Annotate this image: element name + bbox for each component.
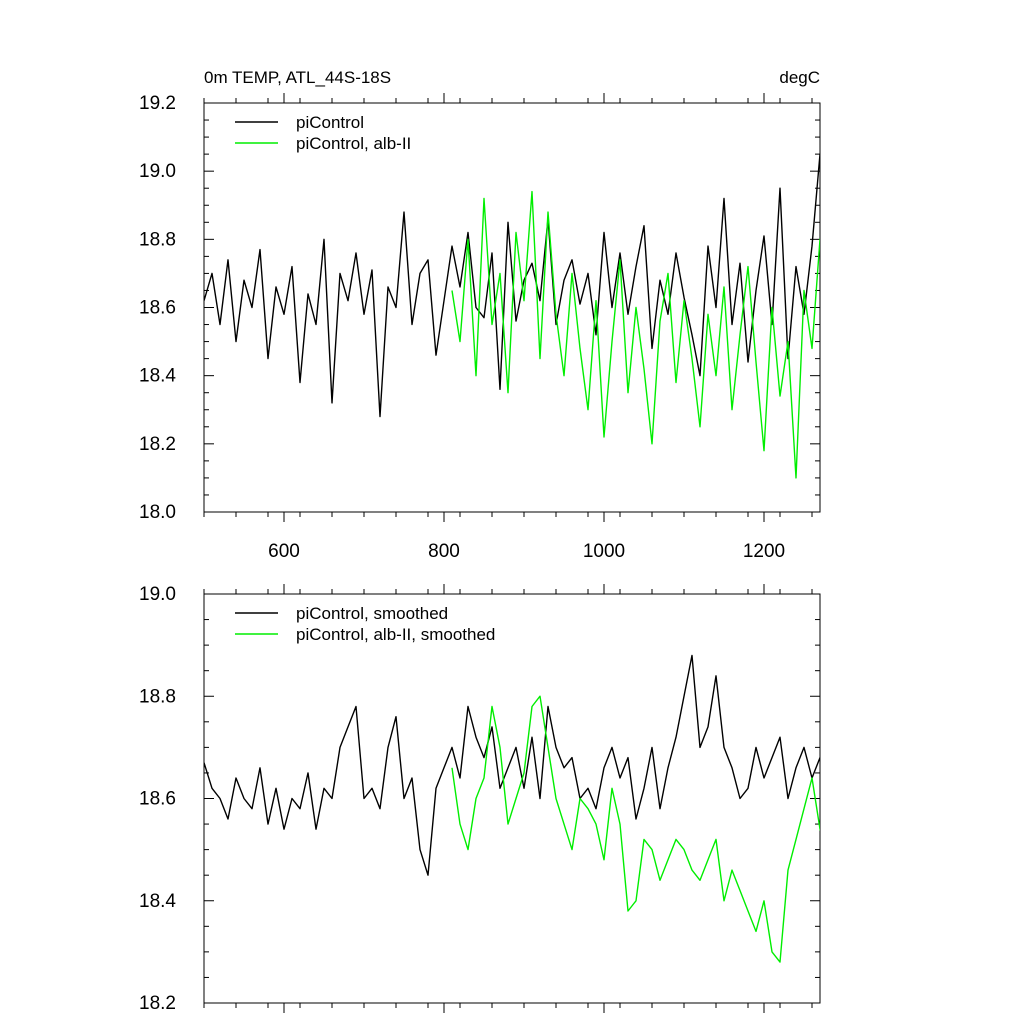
y-tick-label: 19.0 [139, 584, 176, 605]
y-tick-label: 18.8 [139, 686, 176, 707]
chart-title: 0m TEMP, ATL_44S-18S [204, 68, 391, 87]
x-tick-label: 1200 [743, 541, 785, 562]
series-line-0 [204, 654, 820, 876]
legend-label-1: piControl, alb-II [296, 134, 411, 153]
top-panel: 0m TEMP, ATL_44S-18S degC 18.0 18.2 18.4 18.6… [139, 68, 821, 562]
series-line-1 [451, 695, 820, 963]
x-tick-label: 600 [268, 541, 300, 562]
legend-label-0: piControl [296, 113, 364, 132]
legend-label-1: piControl, alb-II, smoothed [296, 625, 495, 644]
legend-label-0: piControl, smoothed [296, 604, 448, 623]
y-tick-label: 18.8 [139, 229, 176, 250]
y-tick-label: 18.6 [139, 298, 176, 319]
y-tick-label: 18.6 [139, 789, 176, 810]
y-tick-label: 18.0 [139, 502, 176, 523]
y-tick-label: 18.2 [139, 993, 176, 1014]
units-label: degC [779, 68, 820, 87]
y-tick-label: 19.2 [139, 93, 176, 114]
series-line-1 [451, 190, 820, 479]
y-tick-label: 19.0 [139, 161, 176, 182]
y-tick-label: 18.4 [139, 366, 176, 387]
x-tick-label: 1000 [583, 541, 625, 562]
bottom-panel: 18.2 18.4 18.6 18.8 19.0 piControl, smoothed p… [139, 584, 821, 1014]
y-tick-label: 18.4 [139, 891, 176, 912]
x-tick-label: 800 [428, 541, 460, 562]
series-line-0 [204, 153, 820, 418]
y-tick-label: 18.2 [139, 434, 176, 455]
plot-frame [203, 593, 821, 1004]
